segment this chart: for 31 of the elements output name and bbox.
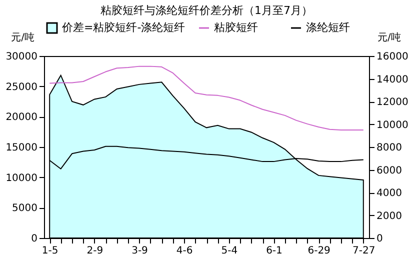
x-tick-label: 7-27 [352,246,376,256]
y2-tick-label: 4000 [376,188,402,199]
y-tick-label: 0 [31,234,38,244]
y-tick-label: 25000 [6,82,38,93]
legend-label: 粘胶短纤 [214,21,258,34]
y-tick-label: 20000 [6,112,38,124]
y-tick-label: 10000 [6,172,38,184]
x-tick-label: 4-6 [176,246,193,256]
x-tick-label: 5-4 [221,246,238,256]
y2-tick-label: 6000 [376,165,402,176]
x-tick-label: 1-5 [42,246,58,256]
y-axis-title: 元/吨 [11,32,34,44]
y2-tick-label: 14000 [376,74,408,86]
line-series [49,66,364,131]
legend-label: 价差=粘胶短纤-涤纶短纤 [61,21,186,34]
legend-label: 涤纶短纤 [306,21,350,34]
y-tick-label: 5000 [12,203,38,214]
x-tick-label: 6-29 [308,246,330,256]
y2-tick-label: 12000 [376,97,408,108]
y2-axis-title: 元/吨 [378,32,401,44]
y2-tick-label: 10000 [376,120,408,131]
x-tick-label: 3-9 [132,246,148,256]
x-tick-label: 2-9 [86,246,104,256]
y-tick-label: 30000 [6,52,38,62]
y2-tick-label: 0 [376,234,383,244]
y2-tick-label: 16000 [376,52,408,62]
y2-tick-label: 2000 [376,210,402,222]
y-tick-label: 15000 [6,142,38,154]
chart-title: 粘胶短纤与涤纶短纤价差分析（1月至7月） [100,4,312,17]
x-tick-label: 6-1 [266,246,282,256]
y2-tick-label: 8000 [376,142,402,154]
